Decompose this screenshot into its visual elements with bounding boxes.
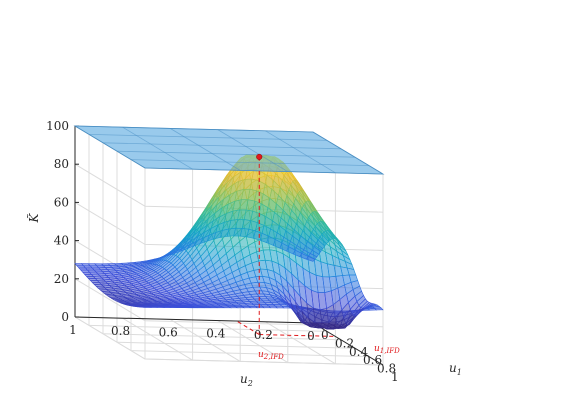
u1-ifd-label: u1,IFD	[374, 344, 400, 355]
u1-tick-label: 0.6	[363, 353, 382, 367]
grid-line	[265, 321, 336, 365]
plane-grid-line	[74, 125, 314, 133]
u2-axis-label: u2	[240, 372, 253, 388]
u2-axis-line	[74, 316, 314, 324]
z-axis-label: K̃	[26, 212, 41, 223]
reference-plane	[73, 125, 385, 175]
grid-line	[217, 320, 289, 364]
projection-lines	[236, 156, 336, 337]
z-tick-label: 0	[61, 310, 69, 324]
grid-line	[102, 333, 342, 341]
plane-grid-line	[122, 126, 193, 170]
plane-grid-line	[217, 129, 289, 172]
u2-tick-label: 0	[307, 329, 315, 343]
u2-tick-label: 0.2	[254, 328, 273, 342]
plane-face	[73, 125, 385, 175]
u2-tick-label: 1	[69, 323, 77, 337]
grid-line	[88, 324, 328, 332]
z-tick-label: 100	[46, 119, 69, 133]
u1-tick-label: 0.4	[349, 345, 368, 359]
grid-line	[74, 316, 146, 360]
u2-ifd-label: u2,IFD	[258, 350, 284, 361]
u1-tick-label: 0	[321, 328, 329, 342]
u1-axis-line	[312, 322, 384, 366]
plane-grid-line	[169, 128, 241, 171]
plane-grid-line	[116, 150, 356, 158]
surface-cell	[305, 256, 316, 262]
surface-mesh	[74, 154, 384, 330]
grid-line	[74, 278, 384, 328]
peak-point	[256, 153, 263, 160]
u1-axis-label: u1	[449, 361, 462, 377]
plane-grid-line	[102, 142, 342, 150]
z-tick-label: 80	[54, 157, 69, 171]
grid-line	[116, 341, 356, 349]
plane-grid-line	[130, 159, 370, 166]
u2-tick-label: 0.6	[159, 325, 178, 339]
grid-line	[130, 350, 370, 358]
u1-tick-label: 1	[391, 370, 399, 384]
z-tick-label: 20	[54, 272, 69, 286]
u2-tick-label: 0.4	[206, 327, 225, 341]
plane-grid-line	[312, 131, 384, 175]
z-tick-label: 60	[54, 195, 69, 209]
u2-projection	[236, 320, 260, 335]
grid-line	[144, 358, 384, 366]
plane-grid-line	[74, 125, 146, 169]
plane-grid-line	[265, 130, 336, 174]
u1-tick-label: 0.2	[335, 336, 354, 350]
z-tick-label: 40	[54, 234, 69, 248]
plane-grid-line	[144, 167, 384, 175]
u1-projection	[259, 334, 336, 337]
u1-tick-label: 0.8	[377, 362, 396, 376]
grid-line	[122, 317, 193, 361]
grid-line	[169, 318, 241, 362]
peak-marker	[256, 153, 263, 160]
plane-grid-line	[88, 134, 328, 141]
u2-tick-label: 0.8	[111, 324, 130, 338]
